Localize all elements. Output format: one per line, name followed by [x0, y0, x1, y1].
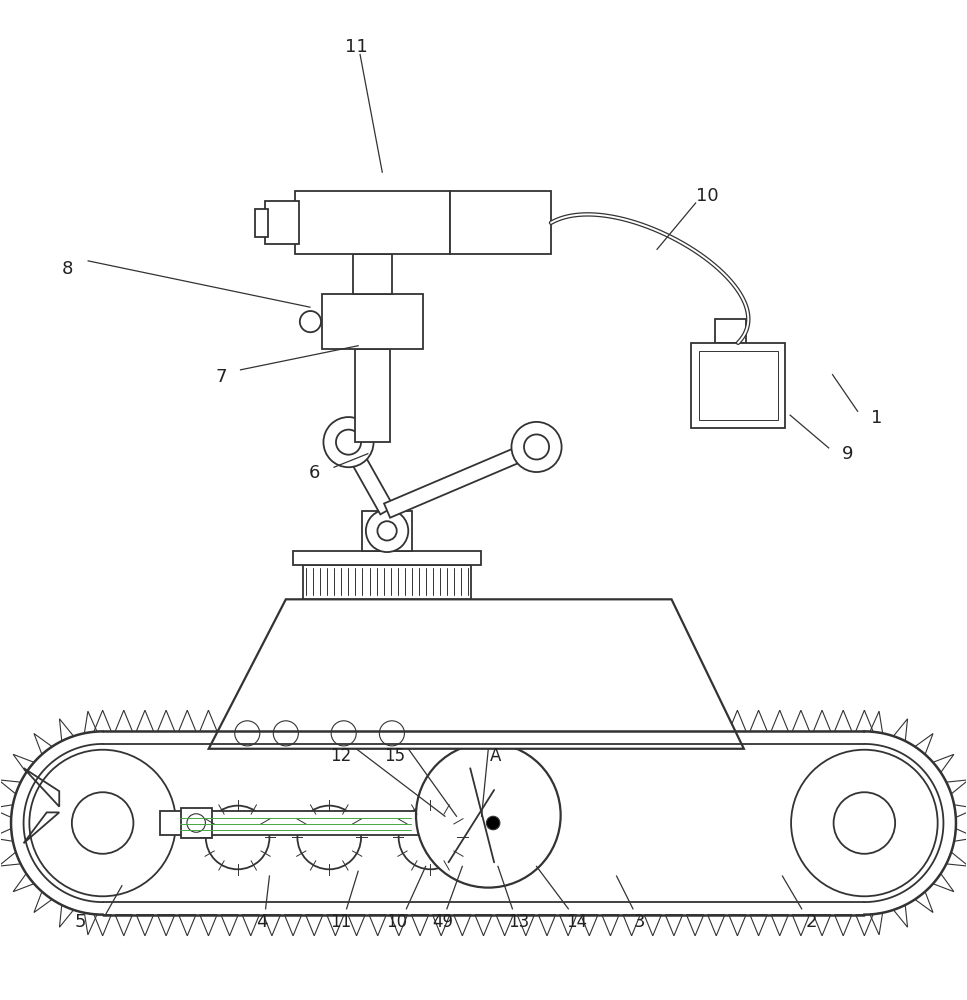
Text: 4: 4 [256, 913, 268, 931]
Circle shape [72, 792, 133, 854]
Text: 11: 11 [330, 913, 351, 931]
Bar [181, 808, 212, 838]
Bar [715, 319, 746, 343]
Text: 10: 10 [386, 913, 407, 931]
Circle shape [379, 721, 404, 746]
Bar [293, 551, 482, 565]
Polygon shape [341, 438, 394, 514]
Bar [161, 811, 430, 835]
Text: 15: 15 [384, 747, 405, 765]
Polygon shape [209, 599, 744, 749]
Bar [265, 201, 300, 244]
Circle shape [377, 521, 396, 540]
Text: 13: 13 [509, 913, 530, 931]
Circle shape [486, 816, 500, 830]
Bar [450, 191, 551, 254]
Circle shape [398, 806, 462, 869]
Text: 9: 9 [842, 445, 854, 463]
Text: 10: 10 [696, 187, 718, 205]
Text: 6: 6 [309, 464, 320, 482]
Text: 5: 5 [74, 913, 86, 931]
Bar [355, 349, 390, 442]
Bar [255, 209, 268, 237]
Circle shape [187, 814, 205, 832]
Circle shape [331, 721, 356, 746]
Bar [690, 343, 785, 428]
Text: 1: 1 [871, 409, 883, 427]
Text: 2: 2 [806, 913, 817, 931]
Circle shape [443, 813, 462, 833]
Bar [698, 351, 777, 420]
Circle shape [336, 430, 361, 455]
Text: 3: 3 [634, 913, 645, 931]
Bar [322, 294, 424, 349]
Text: A: A [489, 747, 501, 765]
Bar [435, 806, 470, 840]
Circle shape [300, 311, 321, 332]
Bar [362, 511, 412, 551]
Circle shape [29, 750, 176, 896]
Bar [303, 565, 472, 599]
Text: 11: 11 [345, 38, 367, 56]
Circle shape [834, 792, 895, 854]
Circle shape [235, 721, 260, 746]
Text: 49: 49 [432, 913, 454, 931]
Circle shape [366, 510, 408, 552]
Polygon shape [384, 440, 540, 518]
Circle shape [274, 721, 299, 746]
Circle shape [524, 434, 549, 460]
Bar [353, 254, 392, 294]
Circle shape [298, 806, 361, 869]
Circle shape [416, 743, 561, 888]
Text: 12: 12 [330, 747, 351, 765]
Text: 7: 7 [216, 368, 227, 386]
Circle shape [512, 422, 562, 472]
Text: 14: 14 [567, 913, 588, 931]
Text: 8: 8 [61, 260, 73, 278]
Circle shape [323, 417, 373, 467]
Circle shape [791, 750, 938, 896]
Circle shape [206, 806, 270, 869]
Bar [296, 191, 450, 254]
